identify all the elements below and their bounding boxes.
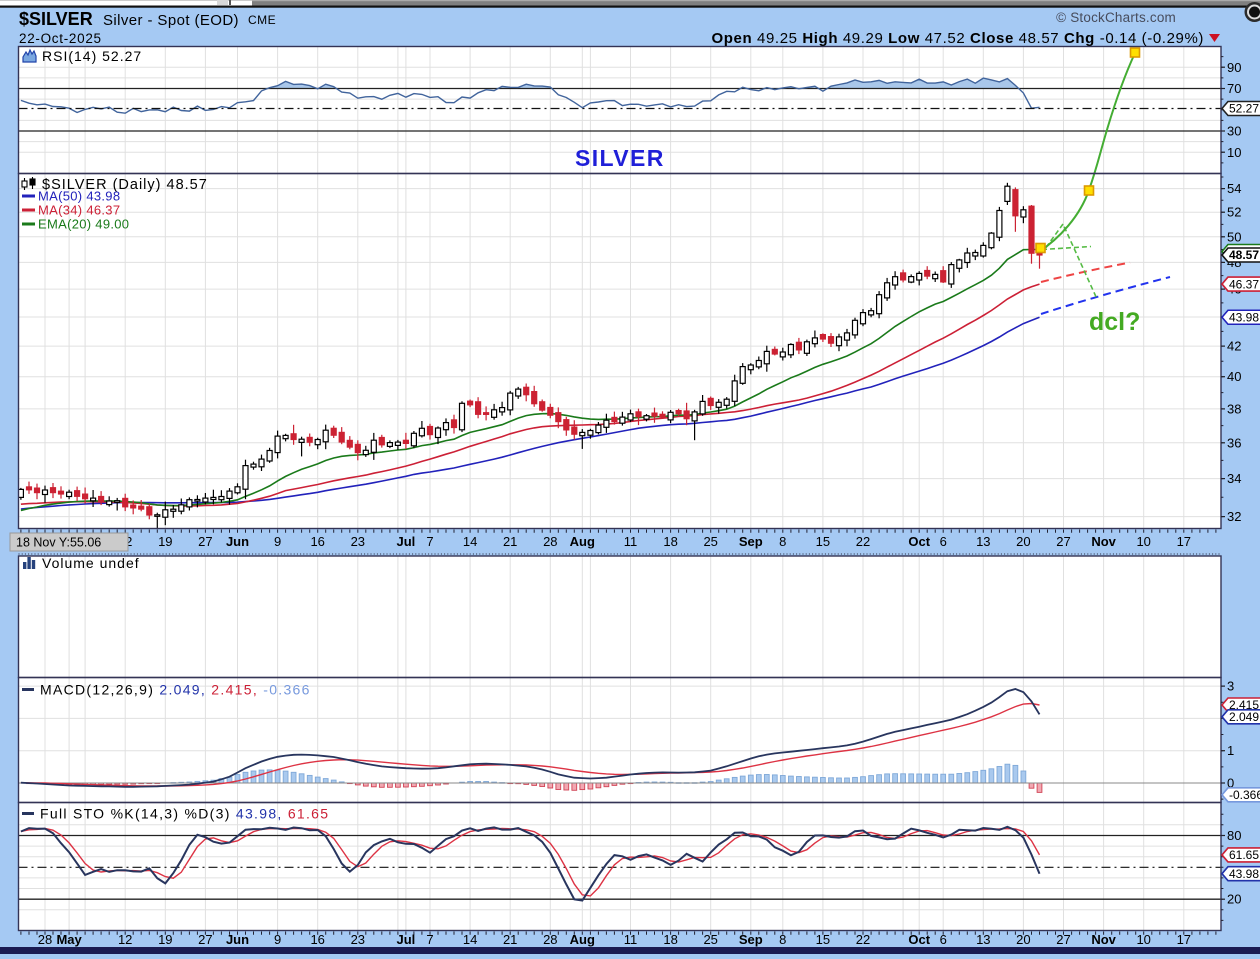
svg-text:28: 28: [38, 932, 52, 947]
svg-text:10: 10: [1227, 145, 1241, 160]
svg-text:16: 16: [310, 932, 324, 947]
svg-text:11: 11: [624, 932, 638, 947]
svg-text:Nov: Nov: [1091, 932, 1116, 947]
svg-text:Oct: Oct: [908, 534, 930, 549]
svg-text:EMA(20) 49.00: EMA(20) 49.00: [38, 217, 129, 232]
svg-text:Sep: Sep: [739, 932, 763, 947]
svg-text:9: 9: [274, 932, 281, 947]
svg-text:MA(50) 43.98: MA(50) 43.98: [38, 189, 120, 204]
svg-text:11: 11: [624, 534, 638, 549]
svg-text:90: 90: [1227, 60, 1241, 75]
svg-text:22-Oct-2025: 22-Oct-2025: [19, 31, 102, 46]
svg-text:16: 16: [310, 534, 324, 549]
svg-text:48.57: 48.57: [1229, 248, 1259, 262]
svg-text:22: 22: [856, 932, 870, 947]
svg-text:32: 32: [1227, 509, 1241, 524]
svg-text:3: 3: [1227, 679, 1234, 694]
svg-text:MACD(12,26,9) 2.049, 2.415, -0: MACD(12,26,9) 2.049, 2.415, -0.366: [40, 682, 311, 698]
svg-text:20: 20: [1016, 932, 1030, 947]
svg-text:25: 25: [703, 534, 717, 549]
svg-text:22: 22: [856, 534, 870, 549]
svg-text:54: 54: [1227, 181, 1241, 196]
svg-text:12: 12: [118, 932, 132, 947]
svg-text:43.98: 43.98: [1229, 867, 1259, 881]
svg-text:© StockCharts.com: © StockCharts.com: [1056, 10, 1176, 25]
svg-text:6: 6: [940, 534, 947, 549]
svg-text:70: 70: [1227, 81, 1241, 96]
svg-text:Oct: Oct: [908, 932, 930, 947]
svg-text:17: 17: [1177, 932, 1191, 947]
svg-text:SILVER: SILVER: [575, 145, 665, 171]
svg-text:40: 40: [1227, 369, 1241, 384]
svg-text:17: 17: [1177, 534, 1191, 549]
svg-text:61.65: 61.65: [1229, 848, 1259, 862]
svg-text:RSI(14) 52.27: RSI(14) 52.27: [42, 48, 142, 64]
svg-text:28: 28: [543, 534, 557, 549]
svg-text:18: 18: [663, 932, 677, 947]
svg-text:2.049: 2.049: [1229, 710, 1259, 724]
svg-text:36: 36: [1227, 435, 1241, 450]
svg-text:27: 27: [198, 534, 212, 549]
svg-text:18 Nov Y:55.06: 18 Nov Y:55.06: [16, 536, 101, 550]
svg-text:50: 50: [1227, 229, 1241, 244]
svg-text:dcl?: dcl?: [1089, 308, 1140, 336]
svg-text:14: 14: [463, 932, 477, 947]
svg-text:Jun: Jun: [226, 932, 249, 947]
svg-text:Silver - Spot (EOD): Silver - Spot (EOD): [103, 12, 239, 29]
svg-text:80: 80: [1227, 828, 1241, 843]
svg-text:21: 21: [503, 534, 517, 549]
svg-text:MA(34) 46.37: MA(34) 46.37: [38, 203, 120, 218]
svg-text:15: 15: [816, 932, 830, 947]
svg-text:27: 27: [198, 932, 212, 947]
svg-text:52: 52: [1227, 205, 1241, 220]
svg-text:May: May: [56, 932, 82, 947]
svg-text:Volume undef: Volume undef: [42, 555, 140, 571]
svg-text:10: 10: [1136, 534, 1150, 549]
svg-text:Full STO %K(14,3) %D(3) 43.98,: Full STO %K(14,3) %D(3) 43.98, 61.65: [40, 806, 329, 822]
svg-text:23: 23: [351, 932, 365, 947]
svg-text:28: 28: [543, 932, 557, 947]
svg-text:CME: CME: [248, 13, 276, 27]
svg-text:20: 20: [1227, 892, 1241, 907]
svg-text:13: 13: [976, 932, 990, 947]
svg-text:15: 15: [816, 534, 830, 549]
svg-text:Aug: Aug: [570, 534, 595, 549]
svg-text:6: 6: [940, 932, 947, 947]
svg-text:Sep: Sep: [739, 534, 763, 549]
svg-text:23: 23: [351, 534, 365, 549]
svg-text:27: 27: [1056, 932, 1070, 947]
svg-text:-0.366: -0.366: [1229, 788, 1260, 802]
svg-text:Jul: Jul: [397, 534, 416, 549]
svg-text:30: 30: [1227, 124, 1241, 139]
svg-text:52.27: 52.27: [1229, 102, 1259, 116]
svg-text:46.37: 46.37: [1229, 277, 1259, 291]
svg-text:20: 20: [1016, 534, 1030, 549]
svg-text:19: 19: [158, 932, 172, 947]
svg-text:Nov: Nov: [1091, 534, 1116, 549]
svg-text:19: 19: [158, 534, 172, 549]
svg-text:7: 7: [426, 534, 433, 549]
svg-text:Jun: Jun: [226, 534, 249, 549]
svg-text:27: 27: [1056, 534, 1070, 549]
svg-text:7: 7: [426, 932, 433, 947]
svg-text:25: 25: [703, 932, 717, 947]
svg-text:13: 13: [976, 534, 990, 549]
svg-text:Jul: Jul: [397, 932, 416, 947]
svg-text:Open 49.25 High 49.29 Low 47.5: Open 49.25 High 49.29 Low 47.52 Close 48…: [712, 30, 1204, 47]
svg-text:$SILVER: $SILVER: [19, 9, 93, 29]
svg-text:1: 1: [1227, 743, 1234, 758]
svg-text:18: 18: [663, 534, 677, 549]
svg-text:34: 34: [1227, 471, 1241, 486]
svg-text:8: 8: [779, 932, 786, 947]
svg-text:14: 14: [463, 534, 477, 549]
svg-text:38: 38: [1227, 401, 1241, 416]
svg-text:42: 42: [1227, 339, 1241, 354]
svg-text:43.98: 43.98: [1229, 310, 1259, 324]
svg-text:10: 10: [1136, 932, 1150, 947]
svg-text:21: 21: [503, 932, 517, 947]
svg-text:9: 9: [274, 534, 281, 549]
svg-text:Aug: Aug: [570, 932, 595, 947]
svg-text:8: 8: [779, 534, 786, 549]
